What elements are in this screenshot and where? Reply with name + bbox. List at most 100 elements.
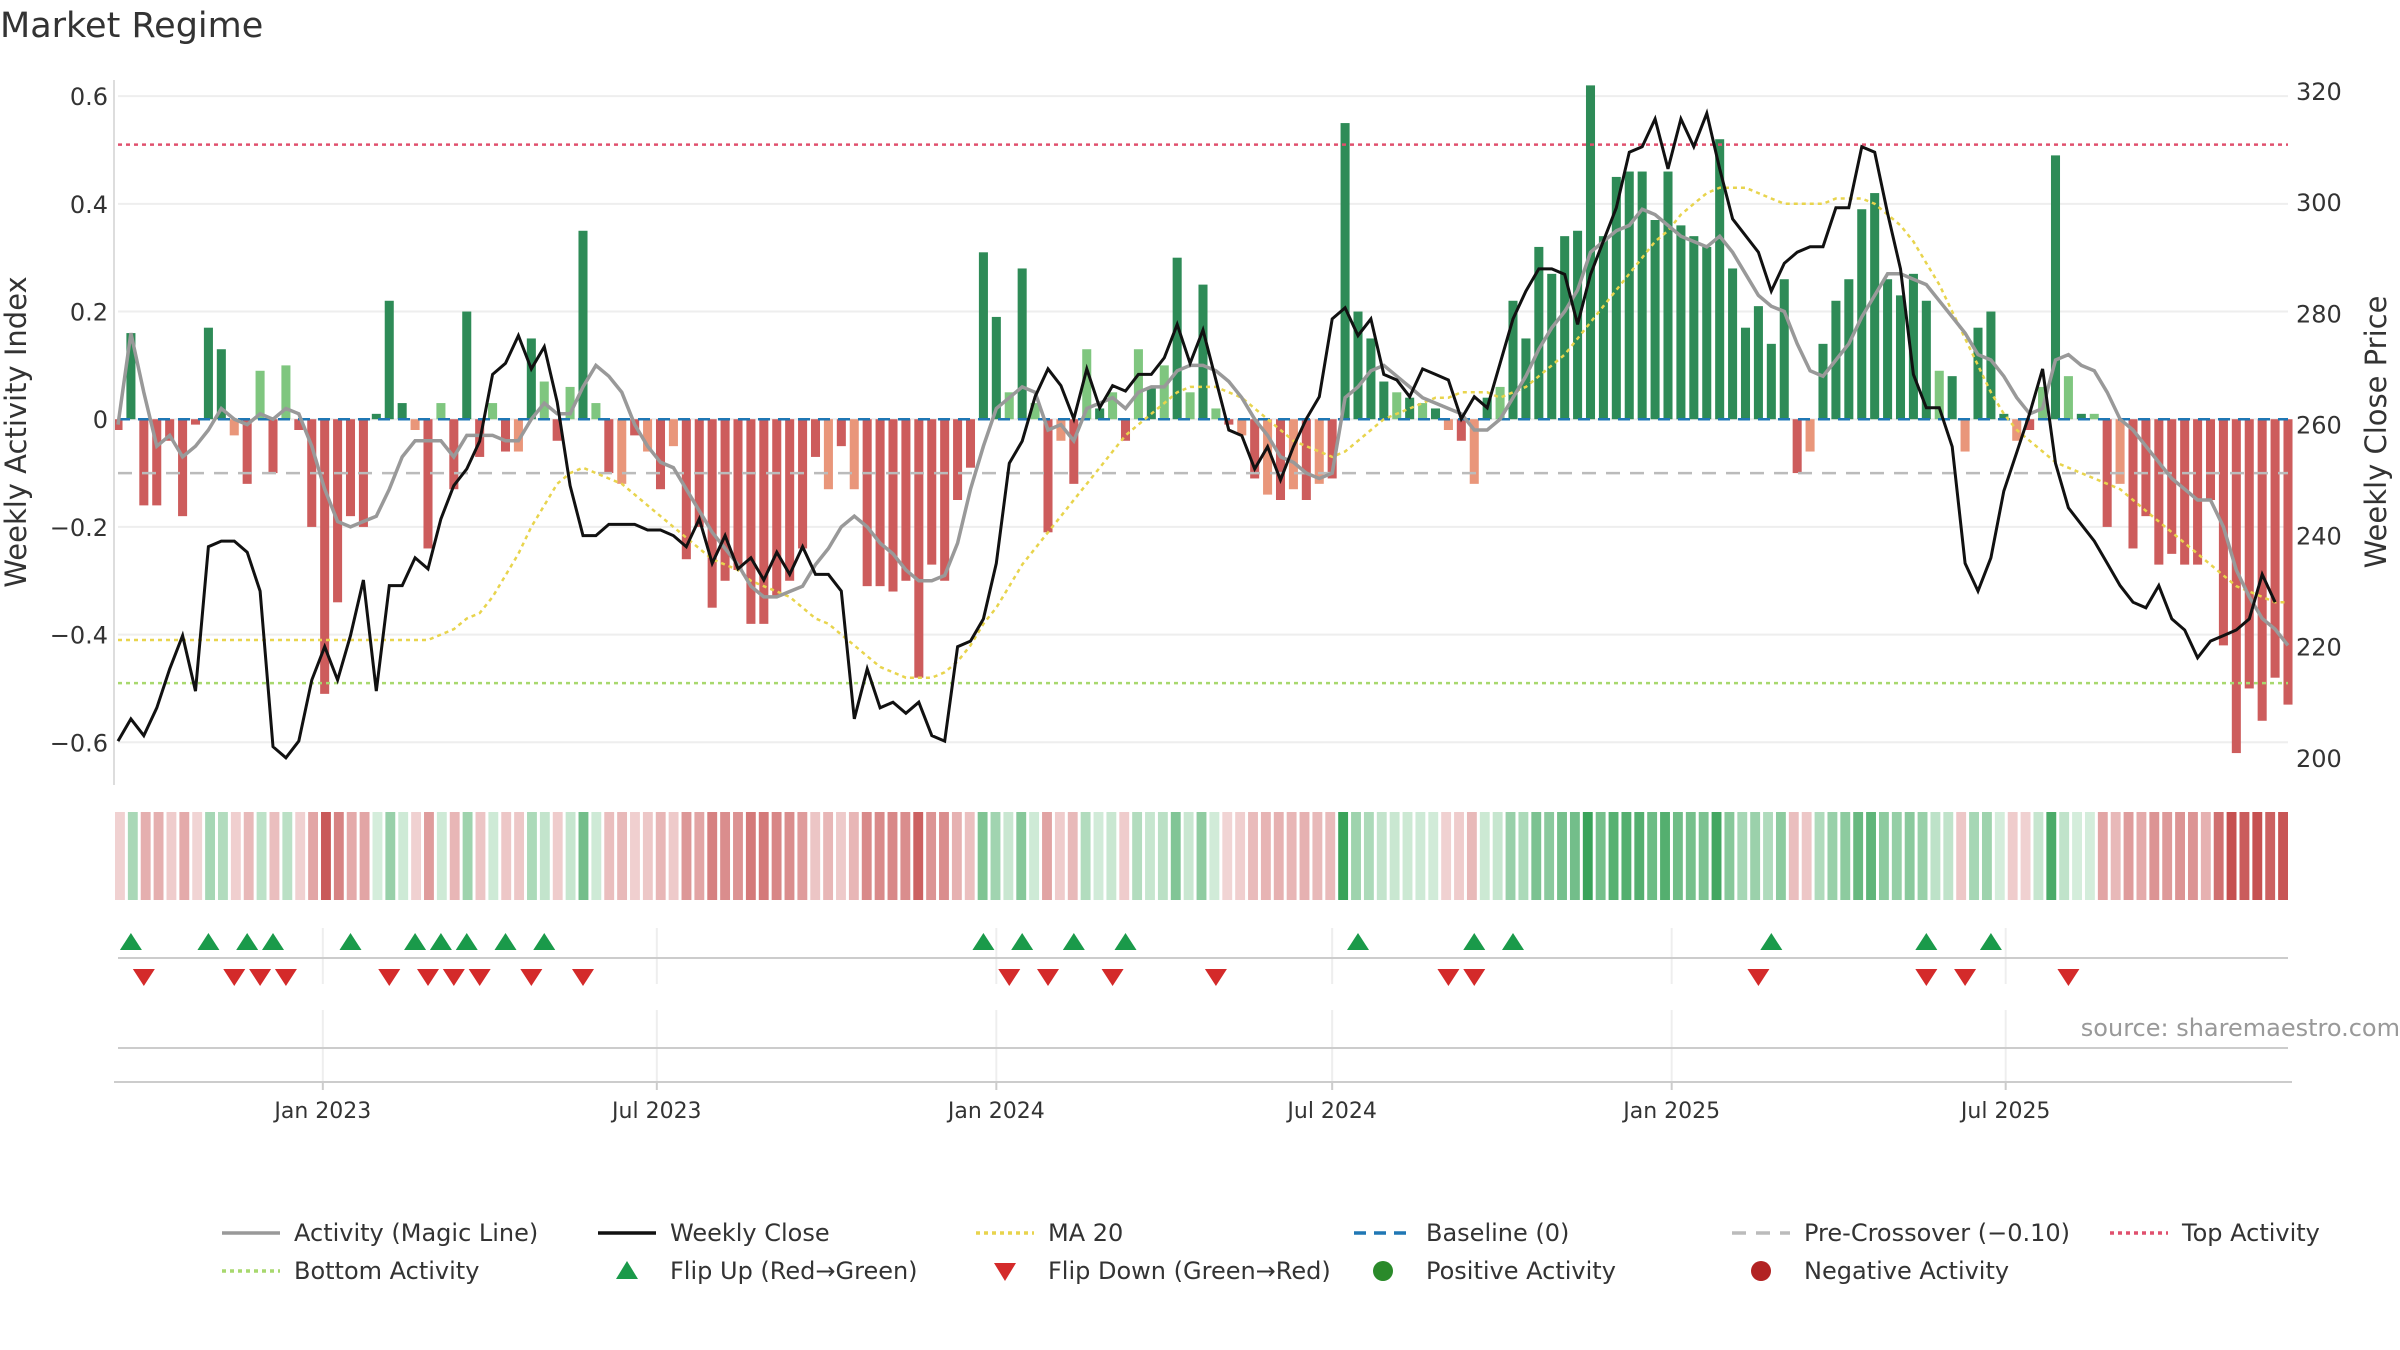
- activity-bar: [1224, 419, 1234, 425]
- activity-bar: [1237, 419, 1247, 436]
- legend-label: MA 20: [1048, 1219, 1123, 1247]
- flip-up-marker: [1915, 933, 1938, 950]
- strip-cell: [1827, 812, 1838, 900]
- legend-label: Positive Activity: [1426, 1257, 1616, 1285]
- legend-label: Baseline (0): [1426, 1219, 1569, 1247]
- activity-bar: [1908, 273, 1918, 420]
- activity-bar: [1198, 284, 1208, 420]
- strip-cell: [1763, 812, 1773, 900]
- flip-down-marker: [468, 969, 491, 986]
- strip-cell: [745, 812, 756, 900]
- activity-bar: [1263, 419, 1273, 495]
- strip-cell: [2136, 812, 2147, 900]
- strip-cell: [1711, 812, 1722, 900]
- x-tick-label: Jul 2025: [1959, 1099, 2051, 1124]
- activity-bar: [759, 419, 769, 624]
- flip-down-marker: [1954, 969, 1977, 986]
- activity-bar: [333, 419, 343, 603]
- strip-cell: [1260, 812, 1271, 900]
- activity-bar: [255, 370, 265, 420]
- activity-bar: [410, 419, 420, 430]
- legend-item: Negative Activity: [1751, 1257, 2009, 1285]
- strip-cell: [1531, 812, 1542, 900]
- activity-bar: [862, 419, 872, 587]
- left-axis-label: Weekly Activity Index: [0, 276, 33, 587]
- activity-bar: [643, 419, 653, 452]
- activity-bar: [1288, 419, 1298, 490]
- activity-bar: [823, 419, 833, 490]
- strip-cell: [269, 812, 280, 900]
- flip-down-marker: [1101, 969, 1124, 986]
- strip-cell: [1286, 812, 1297, 900]
- activity-bar: [1095, 408, 1105, 420]
- activity-bar: [1766, 343, 1776, 420]
- strip-cell: [1801, 812, 1812, 900]
- strip-cell: [1917, 812, 1928, 900]
- activity-bar: [655, 419, 666, 490]
- flip-markers: [118, 933, 2288, 1049]
- strip-cell: [1505, 812, 1516, 900]
- activity-bar: [2115, 419, 2125, 484]
- strip-cell: [1466, 812, 1477, 900]
- activity-bar: [1043, 419, 1053, 533]
- x-tick-label: Jan 2024: [946, 1099, 1045, 1124]
- strip-cell: [1016, 812, 1027, 900]
- strip-cell: [1093, 812, 1104, 900]
- activity-bar: [1947, 376, 1957, 420]
- strip-cell: [1840, 812, 1851, 900]
- flip-up-marker: [1347, 933, 1369, 950]
- flip-down-marker: [249, 969, 272, 986]
- activity-bar: [1379, 381, 1389, 420]
- activity-bar: [1715, 139, 1725, 420]
- strip-cell: [1943, 812, 1954, 900]
- strip-cell: [1376, 812, 1387, 900]
- activity-bar: [526, 338, 536, 420]
- activity-bar: [1030, 403, 1040, 420]
- activity-bar: [1792, 419, 1802, 474]
- legend-label: Flip Up (Red→Green): [670, 1257, 918, 1285]
- x-tick-label: Jan 2025: [1621, 1099, 1720, 1124]
- strip-cell: [591, 812, 602, 900]
- strip-cell: [604, 812, 615, 900]
- strip-cell: [1956, 812, 1967, 900]
- strip-cell: [2278, 812, 2288, 900]
- strip-cell: [2084, 812, 2095, 900]
- legend-item: Pre-Crossover (−0.10): [1732, 1219, 2070, 1247]
- strip-cell: [256, 812, 267, 900]
- flip-up-marker: [455, 933, 478, 950]
- left-tick-label: 0.6: [70, 83, 108, 111]
- activity-bar: [1728, 268, 1738, 420]
- activity-bar: [707, 419, 717, 608]
- activity-bar: [294, 419, 304, 430]
- strip-cell: [436, 812, 447, 900]
- strip-cell: [1930, 812, 1941, 900]
- right-tick-label: 260: [2296, 411, 2342, 439]
- activity-bar: [268, 419, 278, 474]
- strip-cell: [308, 812, 319, 900]
- activity-bar: [849, 419, 859, 490]
- strip-cell: [1634, 812, 1645, 900]
- strip-cell: [552, 812, 563, 900]
- strip-cell: [887, 812, 898, 900]
- strip-cell: [1492, 812, 1503, 900]
- flip-down-marker: [1747, 969, 1770, 986]
- activity-bar: [1689, 236, 1699, 420]
- strip-cell: [140, 812, 151, 900]
- strip-cell: [295, 812, 306, 900]
- flip-down-marker: [1437, 969, 1460, 986]
- strip-cell: [2020, 812, 2031, 900]
- activity-bar: [2102, 419, 2112, 527]
- activity-bar: [1340, 123, 1350, 420]
- activity-bar: [733, 419, 743, 570]
- activity-bar: [488, 403, 498, 420]
- activity-bar: [1301, 419, 1311, 500]
- strip-cell: [926, 812, 937, 900]
- strip-cell: [2123, 812, 2134, 900]
- strip-cell: [230, 812, 241, 900]
- strip-cell: [1119, 812, 1130, 900]
- activity-bar: [591, 403, 601, 420]
- legend: Activity (Magic Line) Weekly Close MA 20 Ba…: [222, 1219, 2320, 1285]
- strip-cell: [411, 812, 422, 900]
- strip-cell: [398, 812, 409, 900]
